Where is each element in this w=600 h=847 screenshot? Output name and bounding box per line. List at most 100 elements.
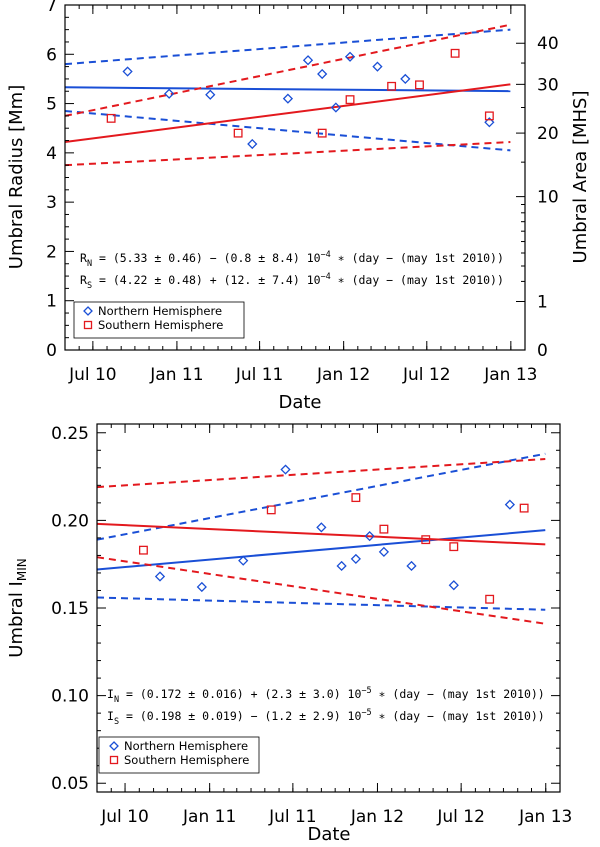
point-south	[387, 81, 397, 91]
y-ticks-radius: 0 1 2 3 4 5 6 7	[46, 0, 74, 361]
y-tick-label: 2	[46, 242, 57, 262]
point-south	[379, 524, 389, 534]
point-north	[282, 93, 294, 104]
x-tick-label: Jan 13	[518, 807, 572, 827]
y-tick-label: 0.20	[51, 511, 89, 531]
y-tick-label: 3	[46, 193, 57, 213]
point-north	[302, 55, 314, 66]
point-north	[196, 581, 207, 593]
equation-south-radius: RS = (4.22 ± 0.48) + (12. ± 7.4) 10−4 ∗ …	[80, 272, 504, 291]
legend-box-radius	[73, 301, 245, 339]
point-south	[233, 128, 243, 138]
x-tick-label: Jul 11	[268, 807, 317, 827]
point-north	[238, 555, 249, 566]
point-north	[205, 89, 216, 100]
point-north	[400, 73, 411, 85]
bound-line-upper-north	[96, 452, 546, 541]
point-north	[336, 560, 347, 572]
bound-line-lower-south	[96, 556, 546, 625]
equations-radius: RN = (5.33 ± 0.46) − (0.8 ± 8.4) 10−4 ∗ …	[80, 250, 504, 291]
series-points-radius	[106, 48, 495, 150]
y2-axis-label-area: Umbral Area [MHS]	[570, 91, 591, 264]
legend-marker-north-intensity	[109, 741, 119, 751]
y2-ticks-area: 0 1 10 20 30 40	[516, 34, 559, 361]
equations-intensity: IN = (0.172 ± 0.016) + (2.3 ± 3.0) 10−5 …	[107, 686, 545, 727]
point-south	[138, 545, 148, 555]
legend-label-south-radius: Southern Hemisphere	[98, 318, 223, 332]
y-tick-label: 6	[46, 45, 57, 65]
y-tick-label: 0.15	[51, 599, 89, 619]
point-north	[164, 88, 175, 99]
legend-marker-south-intensity	[109, 755, 119, 765]
legend-label-north-intensity: Northern Hemisphere	[124, 739, 248, 753]
fit-line-north	[64, 86, 511, 93]
point-south	[415, 80, 424, 90]
bound-line-upper-south	[64, 23, 511, 117]
equation-north-intensity: IN = (0.172 ± 0.016) + (2.3 ± 3.0) 10−5 …	[107, 686, 545, 705]
bound-line-lower-north	[64, 109, 511, 152]
bound-line-lower-north	[96, 596, 546, 611]
point-north	[406, 560, 417, 572]
equation-north-radius: RN = (5.33 ± 0.46) − (0.8 ± 8.4) 10−4 ∗ …	[80, 250, 504, 269]
legend-marker-south-radius	[83, 320, 93, 330]
y2-tick-label: 40	[537, 34, 559, 54]
fit-line-south	[64, 83, 511, 144]
point-north	[154, 571, 166, 582]
point-north	[448, 580, 459, 591]
x-tick-label: Jul 10	[100, 807, 149, 827]
x-tick-label: Jan 11	[182, 807, 236, 827]
y-tick-label: 0.10	[51, 687, 89, 707]
point-south	[450, 48, 460, 58]
legend-label-north-radius: Northern Hemisphere	[98, 304, 222, 318]
y-tick-label: 1	[46, 292, 57, 312]
y2-tick-label: 1	[537, 292, 548, 312]
y-tick-label: 7	[46, 0, 57, 16]
x-tick-label: Jan 11	[149, 365, 203, 385]
point-south	[317, 128, 327, 138]
x-ticks-intensity: Jul 10 Jan 11 Jul 11 Jan 12 Jul 12 Jan 13	[100, 424, 572, 827]
legend-label-south-intensity: Southern Hemisphere	[124, 753, 249, 767]
x-tick-label: Jan 12	[350, 807, 404, 827]
plot-frame-radius	[64, 4, 526, 351]
point-north	[378, 546, 390, 558]
point-south	[449, 542, 459, 552]
y2-tick-label: 30	[537, 75, 559, 95]
point-north	[372, 61, 383, 72]
point-north	[350, 553, 361, 565]
point-north	[280, 464, 291, 475]
point-south	[345, 95, 355, 105]
fit-line-south	[96, 522, 546, 546]
x-ticks-radius: Jul 10 Jan 11 Jul 11 Jan 12 Jul 12 Jan 13	[68, 5, 537, 385]
point-north	[122, 66, 133, 77]
x-tick-label: Jul 11	[235, 365, 284, 385]
y-axis-label-intensity: Umbral IMIN	[6, 558, 29, 657]
panel-radius: Jul 10 Jan 11 Jul 11 Jan 12 Jul 12 Jan 13 0 1 2…	[6, 0, 591, 413]
x-axis-label-intensity: Date	[307, 824, 350, 845]
point-north	[344, 51, 356, 62]
series-lines-radius	[64, 23, 511, 167]
plot-frame-intensity	[96, 423, 561, 793]
point-south	[266, 505, 276, 515]
point-south	[485, 594, 495, 604]
y-tick-label: 5	[46, 95, 57, 115]
series-lines-intensity	[96, 452, 546, 625]
x-axis-label-radius: Date	[278, 392, 321, 413]
legend-marker-north-radius	[83, 306, 93, 316]
x-tick-label: Jul 12	[402, 365, 451, 385]
legend-radius: Northern Hemisphere Southern Hemisphere	[73, 301, 245, 339]
bound-line-lower-south	[64, 141, 511, 167]
point-south	[519, 503, 529, 513]
y-tick-label: 0.05	[51, 774, 89, 794]
panel-intensity: Jul 10 Jan 11 Jul 11 Jan 12 Jul 12 Jan 13 0.0…	[6, 423, 572, 845]
point-north	[317, 68, 328, 80]
point-south	[106, 113, 116, 123]
y-axis-label-radius: Umbral Radius [Mm]	[6, 85, 27, 269]
x-tick-label: Jan 13	[483, 365, 537, 385]
y-tick-label: 0	[46, 341, 57, 361]
bound-line-upper-south	[96, 458, 546, 489]
legend-box-intensity	[98, 736, 260, 774]
point-south	[421, 535, 431, 545]
equation-south-intensity: IS = (0.198 ± 0.019) − (1.2 ± 2.9) 10−5 …	[107, 708, 545, 727]
x-tick-label: Jul 10	[68, 365, 117, 385]
point-north	[316, 522, 327, 533]
